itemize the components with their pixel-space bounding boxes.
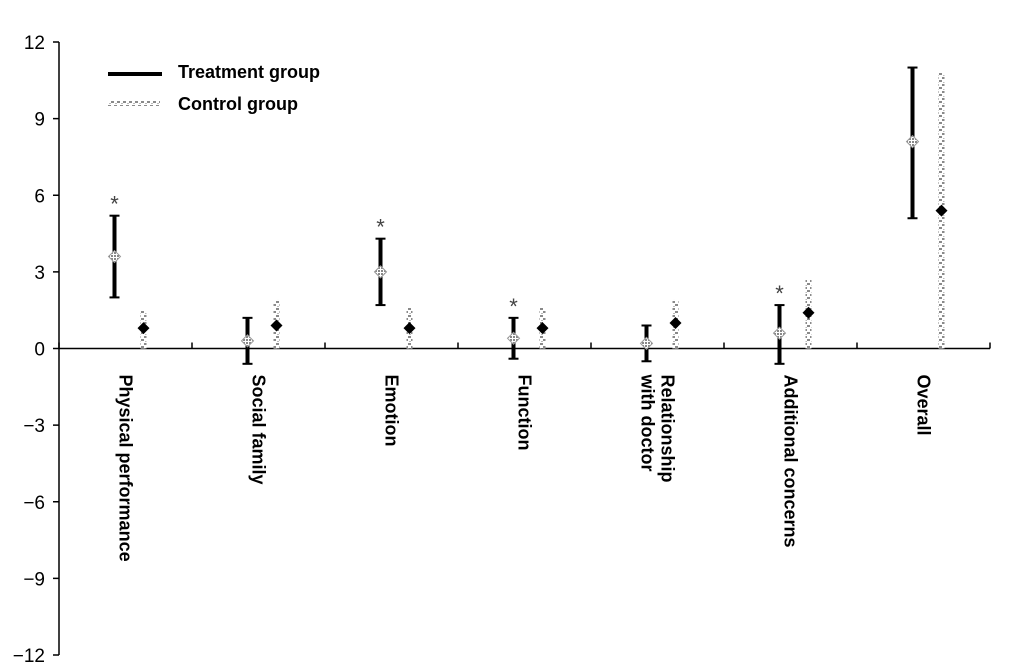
axes: 12 9 6 3 0 −3 −6 −9 −12 Physical performance Socia… <box>13 33 991 667</box>
control-mean-marker <box>669 316 682 329</box>
y-tick-label: −6 <box>23 493 45 514</box>
category-label-line: Social family <box>249 375 269 485</box>
control-mean-marker <box>802 306 815 319</box>
category-label: Physical performance <box>116 375 136 562</box>
legend-control-swatch <box>108 100 160 106</box>
treatment-mean-marker <box>905 134 920 149</box>
y-tick-label: 12 <box>24 33 45 54</box>
control-mean-marker <box>270 319 283 332</box>
treatment-mean-marker <box>107 249 122 264</box>
significance-marker: * <box>110 192 119 217</box>
significance-marker: * <box>775 281 784 306</box>
control-mean-marker <box>403 322 416 335</box>
category-label: Additional concerns <box>781 375 801 548</box>
legend: Treatment group Control group <box>108 62 320 114</box>
treatment-mean-marker <box>240 334 255 348</box>
category-label: Social family <box>249 375 269 485</box>
legend-treatment-label: Treatment group <box>178 62 320 82</box>
legend-control-label: Control group <box>178 94 298 114</box>
category-label-line: with doctor <box>638 374 658 472</box>
y-tick-label: 6 <box>34 186 45 207</box>
category-label-line: Function <box>515 375 535 451</box>
significance-marker: * <box>376 215 385 240</box>
category-label: Function <box>515 375 535 451</box>
control-mean-marker <box>137 322 150 335</box>
y-tick-label: −9 <box>23 569 45 590</box>
plot-area: * * * * <box>107 66 948 365</box>
category-label-line: Physical performance <box>116 375 136 562</box>
treatment-mean-marker <box>772 326 787 340</box>
y-tick-label: −12 <box>13 646 45 667</box>
category-label-line: Relationship <box>658 375 678 483</box>
treatment-mean-marker <box>373 265 388 279</box>
y-tick-label: −3 <box>23 416 45 437</box>
treatment-mean-marker <box>506 331 521 345</box>
category-label-line: Additional concerns <box>781 375 801 548</box>
category-label: Overall <box>914 375 934 436</box>
treatment-mean-marker <box>639 336 654 351</box>
category-label-line: Overall <box>914 375 934 436</box>
y-tick-label: 0 <box>34 340 45 361</box>
category-label: Emotion <box>382 375 402 447</box>
category-label-line: Emotion <box>382 375 402 447</box>
y-tick-label: 9 <box>34 110 45 131</box>
control-mean-marker <box>536 322 549 335</box>
y-tick-label: 3 <box>34 263 45 284</box>
significance-marker: * <box>509 294 518 319</box>
control-mean-marker <box>935 204 948 217</box>
